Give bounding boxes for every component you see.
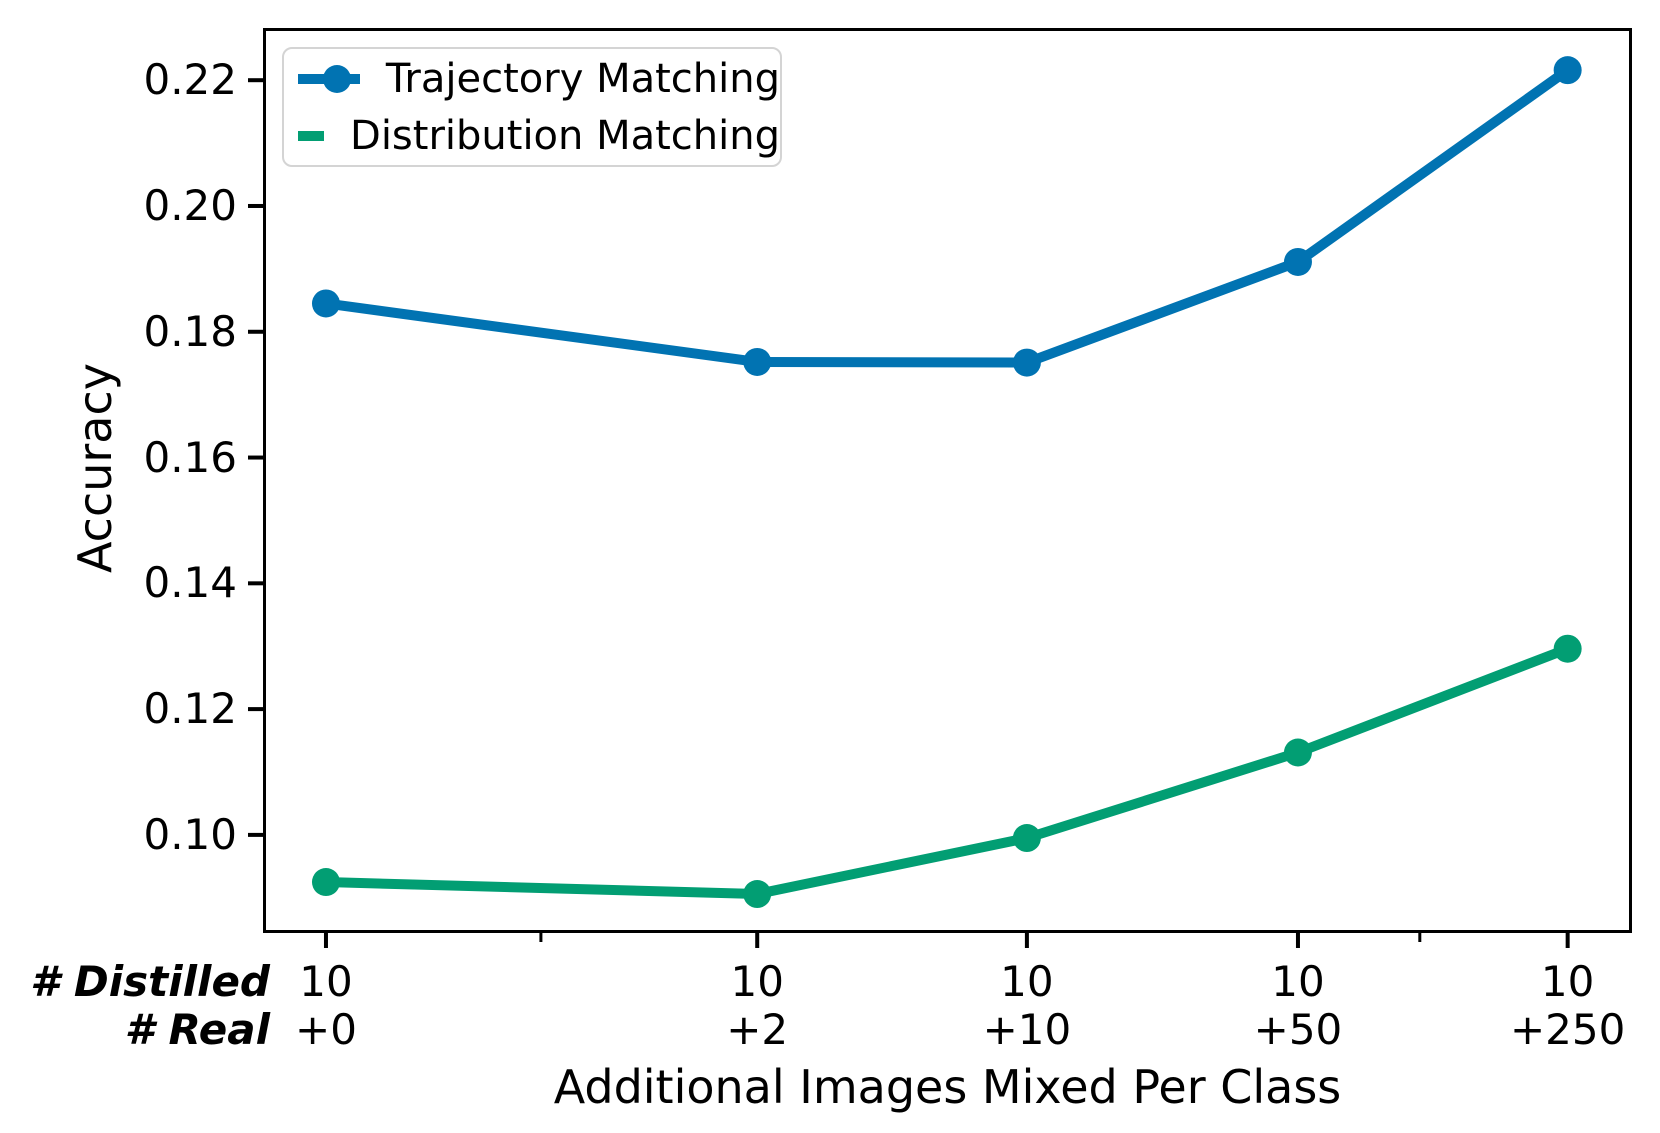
y-tick-label: 0.22 bbox=[143, 55, 237, 105]
legend-row-distribution: Distribution Matching bbox=[294, 107, 780, 164]
legend-row-trajectory: Trajectory Matching bbox=[294, 50, 780, 107]
x-tick-label: 10 bbox=[1540, 957, 1595, 1006]
x-row-label-distilled: # Distilled bbox=[30, 957, 270, 1006]
y-tick-label: 0.20 bbox=[143, 180, 237, 230]
legend-marker-distribution-icon bbox=[298, 130, 325, 141]
x-axis-title: Additional Images Mixed Per Class bbox=[553, 1060, 1342, 1114]
plot-area bbox=[263, 28, 1632, 933]
data-point bbox=[743, 880, 772, 909]
data-point bbox=[743, 347, 772, 376]
y-tick-label: 0.18 bbox=[143, 306, 237, 356]
x-tick-label: +2 bbox=[726, 1005, 789, 1054]
x-tick-label: +50 bbox=[1253, 1005, 1343, 1054]
x-row-label-real: # Real bbox=[124, 1005, 270, 1054]
legend: Trajectory Matching Distribution Matchin… bbox=[282, 47, 782, 167]
data-point bbox=[1012, 348, 1041, 377]
data-point bbox=[1283, 738, 1312, 767]
x-tick-label: +250 bbox=[1509, 1005, 1626, 1054]
x-tick-label: +10 bbox=[982, 1005, 1072, 1054]
data-point bbox=[311, 868, 340, 897]
legend-label-trajectory: Trajectory Matching bbox=[385, 55, 780, 102]
x-tick-label: +0 bbox=[295, 1005, 357, 1054]
data-point bbox=[1553, 634, 1582, 663]
data-point bbox=[311, 289, 340, 318]
x-tick-label: 10 bbox=[299, 957, 353, 1006]
x-tick-label: 10 bbox=[1000, 957, 1054, 1006]
data-point bbox=[1283, 247, 1312, 276]
series-line-1 bbox=[325, 644, 1570, 900]
legend-label-distribution: Distribution Matching bbox=[350, 112, 780, 159]
y-tick-label: 0.16 bbox=[143, 432, 237, 482]
data-point bbox=[1553, 56, 1582, 85]
y-tick-label: 0.12 bbox=[143, 684, 237, 734]
data-point bbox=[1012, 824, 1041, 853]
y-tick-label: 0.10 bbox=[143, 809, 237, 859]
y-tick-label: 0.14 bbox=[143, 558, 237, 608]
x-tick-label: 10 bbox=[730, 957, 784, 1006]
legend-marker-trajectory-icon bbox=[298, 64, 360, 93]
x-tick-label: 10 bbox=[1271, 957, 1325, 1006]
